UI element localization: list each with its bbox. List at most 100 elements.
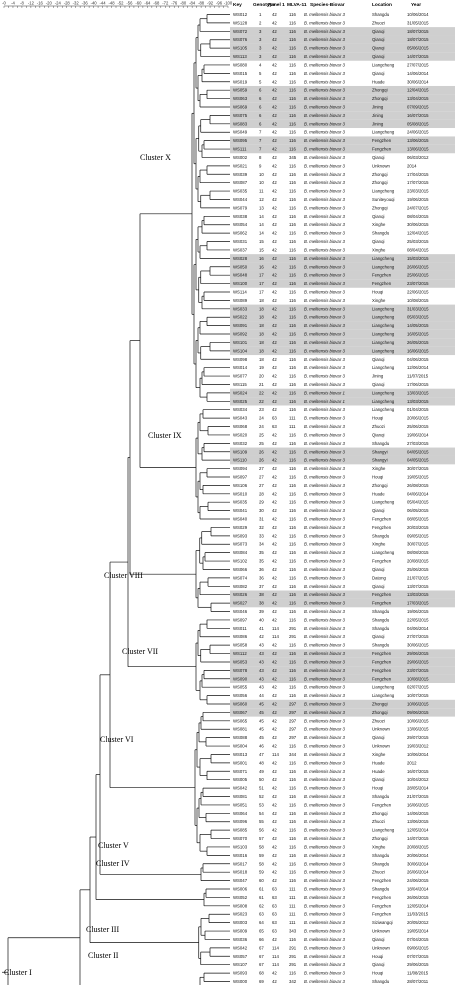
cell-year: 12/04/2015	[407, 231, 429, 236]
cell-species-biovar: B. melitensis biovar 3	[304, 870, 345, 875]
highlight-band	[230, 144, 455, 154]
cell-panel1: 42	[272, 500, 277, 505]
cell-location: Zhongqi	[372, 205, 388, 210]
cell-genotype: 35	[259, 550, 264, 555]
highlight-band	[230, 699, 455, 709]
cell-species-biovar: B. melitensis biovar 3	[304, 634, 345, 639]
cell-key: WS105	[233, 46, 248, 51]
cell-key: WS112	[233, 651, 247, 656]
cell-mlva: 116	[289, 777, 296, 782]
cell-key: WS067	[233, 710, 248, 715]
cell-species-biovar: B. melitensis biovar 3	[304, 559, 345, 564]
cell-key: WS078	[233, 668, 248, 673]
cell-species-biovar: B. melitensis biovar 3	[304, 567, 345, 572]
cell-genotype: 10	[259, 180, 264, 185]
cell-location: Shangdu	[372, 609, 390, 614]
cell-year: 05/06/2015	[407, 46, 429, 51]
cell-mlva: 116	[289, 819, 296, 824]
cell-location: Fengzhen	[372, 668, 392, 673]
cell-species-biovar: B. melitensis biovar 3	[304, 46, 345, 51]
cell-genotype: 63	[259, 912, 264, 917]
cell-key: WS020	[233, 432, 248, 437]
cell-genotype: 21	[259, 382, 264, 387]
cell-location: Siziwangqi	[372, 920, 393, 925]
cell-year: 25/03/2015	[407, 239, 429, 244]
cell-genotype: 55	[259, 819, 264, 824]
scale-tick-label: -40	[91, 0, 98, 5]
cell-species-biovar: B. melitensis biovar 3	[304, 222, 345, 227]
cell-year: 23/03/2015	[407, 189, 429, 194]
cell-panel1: 42	[272, 786, 277, 791]
cell-key: WS029	[233, 525, 248, 530]
cell-year: 24/06/2015	[407, 878, 429, 883]
cell-year: 18/07/2015	[407, 37, 429, 42]
cell-species-biovar: B. melitensis biovar 3	[304, 147, 345, 152]
cluster-label: Cluster VII	[122, 647, 158, 656]
cell-panel1: 42	[272, 609, 277, 614]
cell-year: 14/06/2014	[407, 71, 429, 76]
cell-location: Fengzhen	[372, 147, 392, 152]
highlight-band	[230, 388, 455, 398]
cell-year: 16/07/2015	[407, 113, 429, 118]
cell-mlva: 116	[289, 971, 296, 976]
cell-panel1: 42	[272, 760, 277, 765]
cell-mlva: 116	[289, 222, 296, 227]
cell-location: Zhuozi	[372, 424, 385, 429]
cell-panel1: 42	[272, 937, 277, 942]
cluster-label: Cluster V	[98, 841, 129, 850]
cell-key: WS032	[233, 441, 248, 446]
cell-key: WS033	[233, 306, 248, 311]
cell-genotype: 46	[259, 744, 264, 749]
cell-panel1: 42	[272, 979, 277, 984]
cell-year: 29/06/2015	[407, 651, 429, 656]
cell-key: WS037	[233, 247, 248, 252]
cell-species-biovar: B. melitensis biovar 3	[304, 626, 345, 631]
cell-mlva: 116	[289, 332, 296, 337]
cell-species-biovar: B. melitensis biovar 3	[304, 289, 345, 294]
cell-year: 20/06/2014	[407, 853, 429, 858]
cell-year: 12/05/2014	[407, 903, 429, 908]
cell-location: Xinghe	[372, 222, 386, 227]
cell-genotype: 9	[259, 163, 262, 168]
cell-mlva: 297	[289, 702, 297, 707]
cell-species-biovar: B. melitensis biovar 3	[304, 702, 345, 707]
cell-key: WS065	[233, 718, 248, 723]
cell-mlva: 116	[289, 96, 296, 101]
cell-key: WS106	[233, 483, 248, 488]
cell-species-biovar: B. melitensis biovar 3	[304, 332, 345, 337]
cell-panel1: 42	[272, 870, 277, 875]
scale-tick-label: -4	[11, 0, 15, 5]
cell-genotype: 26	[259, 449, 264, 454]
cell-year: 2014	[407, 163, 417, 168]
cell-genotype: 12	[259, 197, 264, 202]
cell-mlva: 111	[289, 416, 296, 421]
cell-species-biovar: B. melitensis biovar 3	[304, 727, 345, 732]
cell-species-biovar: B. melitensis biovar 3	[304, 407, 345, 412]
header-year: Year	[411, 2, 421, 8]
cell-species-biovar: B. melitensis biovar 3	[304, 735, 345, 740]
cell-genotype: 3	[259, 29, 262, 34]
cell-mlva: 116	[289, 54, 296, 59]
cell-mlva: 116	[289, 458, 296, 463]
cell-genotype: 5	[259, 71, 262, 76]
cell-genotype: 30	[259, 508, 264, 513]
cell-panel1: 42	[272, 685, 277, 690]
highlight-band	[230, 262, 455, 271]
cell-panel1: 42	[272, 62, 277, 67]
cell-location: Zhuozi	[372, 819, 385, 824]
cell-genotype: 6	[259, 104, 262, 109]
cell-genotype: 58	[259, 861, 264, 866]
cell-year: 28/05/2014	[407, 786, 429, 791]
cell-year: 26/06/2014	[407, 870, 429, 875]
cell-year: 05/04/2015	[407, 500, 429, 505]
cell-species-biovar: B. melitensis biovar 3	[304, 88, 345, 93]
cell-mlva: 116	[289, 239, 296, 244]
cell-mlva: 116	[289, 37, 296, 42]
cell-species-biovar: B. melitensis biovar 3	[304, 247, 345, 252]
cell-genotype: 37	[259, 584, 264, 589]
scale-tick-label: -0	[2, 0, 6, 5]
cell-location: Fengzhen	[372, 138, 392, 143]
cell-panel1: 42	[272, 659, 277, 664]
cell-genotype: 53	[259, 802, 264, 807]
cell-genotype: 6	[259, 96, 262, 101]
